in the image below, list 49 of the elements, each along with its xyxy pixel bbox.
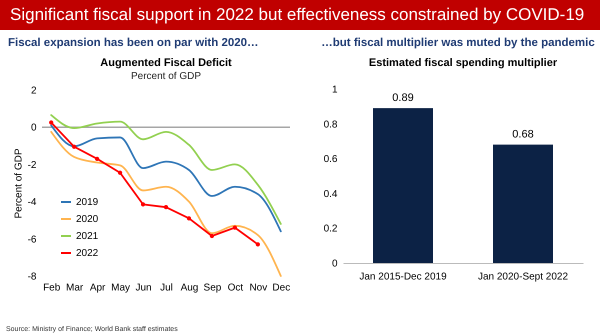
- y-tick-label: 0.4: [324, 188, 338, 200]
- y-tick-label: -6: [28, 234, 37, 246]
- x-tick-label: Dec: [272, 282, 290, 294]
- data-label: 0.68: [512, 128, 534, 141]
- text: Significant fiscal support in 2022 but effectiveness constrained by COVID-19: [0, 0, 600, 30]
- data-label: 0.89: [392, 92, 414, 104]
- y-tick-label: -4: [28, 197, 37, 208]
- legend-label: 2022: [76, 248, 99, 259]
- point: [72, 144, 76, 149]
- line-series: [50, 130, 282, 277]
- x-tick-label: Nov: [249, 282, 268, 294]
- legend-label: 2020: [76, 214, 99, 225]
- legend-label: 2021: [76, 231, 99, 242]
- point: [256, 242, 260, 246]
- point: [118, 170, 122, 175]
- x-tick-label: Apr: [90, 282, 106, 294]
- x-tick-label: Jan 2015-Dec 2019: [359, 272, 448, 282]
- y-tick-label: -2: [28, 160, 37, 171]
- y-tick-label: 0.2: [324, 224, 338, 235]
- y-tick-label: -8: [28, 272, 37, 282]
- x-tick-label: Aug: [180, 282, 198, 294]
- x-tick-label: Jul: [160, 282, 173, 294]
- x-tick-label: Sep: [204, 282, 222, 294]
- point: [186, 216, 192, 220]
- y-tick-label: 1: [332, 84, 338, 96]
- point: [210, 234, 214, 238]
- y-tick-label: 0.8: [324, 119, 338, 130]
- point: [140, 202, 146, 207]
- x-tick-label: Mar: [66, 282, 84, 294]
- point: [94, 156, 100, 161]
- y-tick-label: 0: [30, 122, 37, 134]
- y-axis-title: Percent of GDP: [14, 148, 25, 219]
- point: [49, 120, 54, 125]
- chart-subtitle: Percent of GDP: [130, 71, 202, 82]
- x-tick-label: Jun: [135, 282, 152, 294]
- chart-title: Estimated fiscal spending multiplier: [368, 57, 558, 69]
- legend-label: 2019: [76, 197, 99, 208]
- y-tick-label: 2: [30, 86, 37, 96]
- x-tick-label: Feb: [43, 282, 61, 294]
- chart-title: Augmented Fiscal Deficit: [100, 57, 232, 69]
- x-tick-label: Oct: [228, 282, 244, 294]
- x-tick-label: May: [111, 282, 130, 294]
- text: …but fiscal multiplier was muted by the pandemic: [320, 36, 596, 51]
- point: [164, 205, 168, 210]
- x-tick-label: Jan 2020-Sept 2022: [478, 272, 568, 282]
- text: Fiscal expansion has been on par with 2020…: [8, 36, 260, 51]
- y-tick-label: 0: [332, 258, 338, 270]
- point: [232, 226, 238, 230]
- y-tick-label: 0.6: [324, 154, 338, 166]
